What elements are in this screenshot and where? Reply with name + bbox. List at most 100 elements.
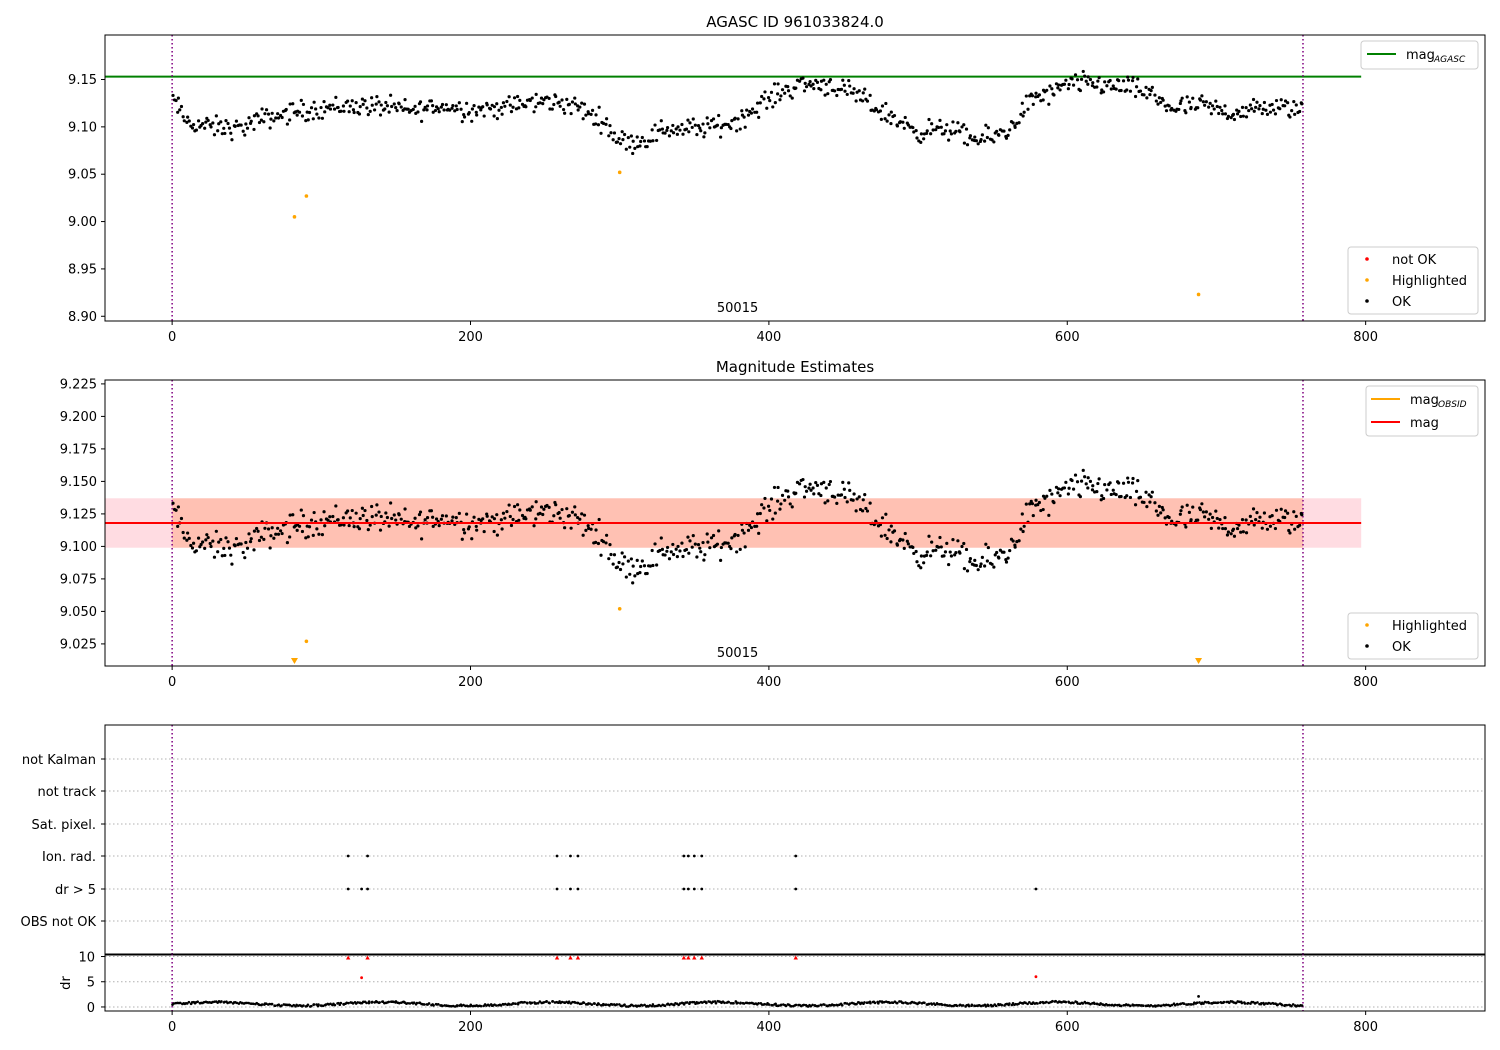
ok-point — [942, 132, 946, 136]
ok-point — [915, 136, 919, 140]
ok-point — [884, 512, 888, 516]
dr-point — [701, 1001, 704, 1004]
ok-point — [185, 538, 189, 542]
ok-point — [958, 551, 962, 555]
ok-point — [285, 540, 289, 545]
ok-point — [842, 83, 846, 87]
ok-point — [895, 124, 900, 128]
ok-point — [499, 105, 503, 110]
ok-point — [176, 524, 180, 529]
ok-point — [176, 110, 180, 114]
ok-point — [686, 535, 690, 539]
ok-point — [284, 107, 288, 112]
ok-point — [462, 528, 466, 532]
ok-point — [462, 115, 467, 119]
ok-point — [1258, 103, 1262, 108]
dr-point — [779, 1003, 783, 1007]
ok-point — [528, 508, 532, 512]
ok-point — [974, 139, 978, 143]
ok-point — [631, 581, 635, 585]
ok-point — [206, 118, 210, 123]
highlighted-point — [292, 215, 297, 219]
ok-point — [841, 480, 845, 484]
ok-point — [1019, 112, 1023, 116]
ok-point — [1045, 88, 1049, 92]
ok-point — [839, 87, 844, 91]
ok-point — [622, 132, 627, 137]
ok-point — [992, 565, 996, 569]
ok-point — [270, 526, 274, 530]
flag-row-label: Sat. pixel. — [32, 818, 96, 833]
ok-point — [1217, 111, 1221, 116]
ok-point — [608, 123, 612, 128]
p2-xtick-label: 200 — [458, 675, 483, 690]
ok-point — [534, 105, 538, 109]
ok-point — [1109, 87, 1113, 91]
ok-point — [450, 106, 454, 110]
ok-point — [709, 536, 714, 540]
ok-point — [939, 545, 943, 549]
dr-point — [1189, 1003, 1193, 1006]
ok-point — [209, 544, 213, 549]
ok-point — [385, 515, 390, 520]
ok-point — [947, 562, 951, 567]
ok-point — [1198, 98, 1203, 102]
ok-point — [1090, 488, 1095, 492]
ok-point — [892, 529, 897, 533]
ok-point — [534, 517, 538, 521]
ok-point — [743, 125, 747, 129]
ok-point — [331, 103, 335, 107]
ok-point — [740, 528, 745, 532]
dr-point — [487, 1004, 491, 1007]
ok-point — [596, 541, 601, 546]
dr-point — [582, 1001, 586, 1005]
ok-point — [1101, 496, 1106, 501]
ok-point — [1108, 481, 1112, 485]
ok-point — [1119, 494, 1123, 499]
ok-point — [194, 128, 198, 132]
ok-point — [1214, 99, 1218, 103]
dr-point — [615, 1003, 619, 1006]
ok-point — [511, 517, 515, 522]
ok-point — [880, 104, 885, 108]
ok-point — [552, 102, 556, 107]
ok-point — [1097, 76, 1101, 80]
dr-point — [394, 1000, 398, 1003]
ok-point — [1031, 513, 1035, 518]
ok-point — [425, 104, 430, 108]
ok-point — [482, 529, 486, 534]
ok-point — [604, 122, 608, 126]
dr-point — [1133, 1003, 1137, 1007]
ok-point — [453, 109, 457, 113]
dr-clipped-marker — [568, 955, 573, 960]
dr-point — [763, 1002, 767, 1006]
ok-point — [573, 505, 577, 509]
ok-point — [823, 93, 827, 97]
ok-point — [786, 489, 790, 493]
ok-point — [617, 560, 621, 565]
ok-point — [736, 533, 740, 538]
ok-point — [1288, 115, 1292, 119]
ok-point — [968, 557, 973, 561]
ok-point — [332, 107, 337, 111]
dr-point — [794, 1003, 798, 1007]
ok-point — [895, 543, 900, 547]
ok-point — [701, 540, 705, 545]
ok-point — [365, 106, 369, 110]
ok-point — [1174, 523, 1178, 527]
flag-row-label: OBS not OK — [21, 915, 97, 930]
ok-point — [1062, 82, 1067, 86]
dr-point — [525, 1001, 529, 1005]
dr-point — [895, 1001, 899, 1005]
ok-point — [454, 104, 458, 108]
ok-point — [620, 130, 624, 134]
ok-point — [633, 146, 637, 150]
ok-point — [578, 517, 582, 521]
ok-point — [224, 536, 228, 540]
ok-point — [1261, 107, 1265, 111]
ok-point — [1226, 530, 1231, 534]
ok-point — [379, 514, 383, 519]
dr-point — [1290, 1004, 1293, 1008]
ok-point — [1037, 93, 1042, 97]
dr-point — [590, 1003, 594, 1006]
